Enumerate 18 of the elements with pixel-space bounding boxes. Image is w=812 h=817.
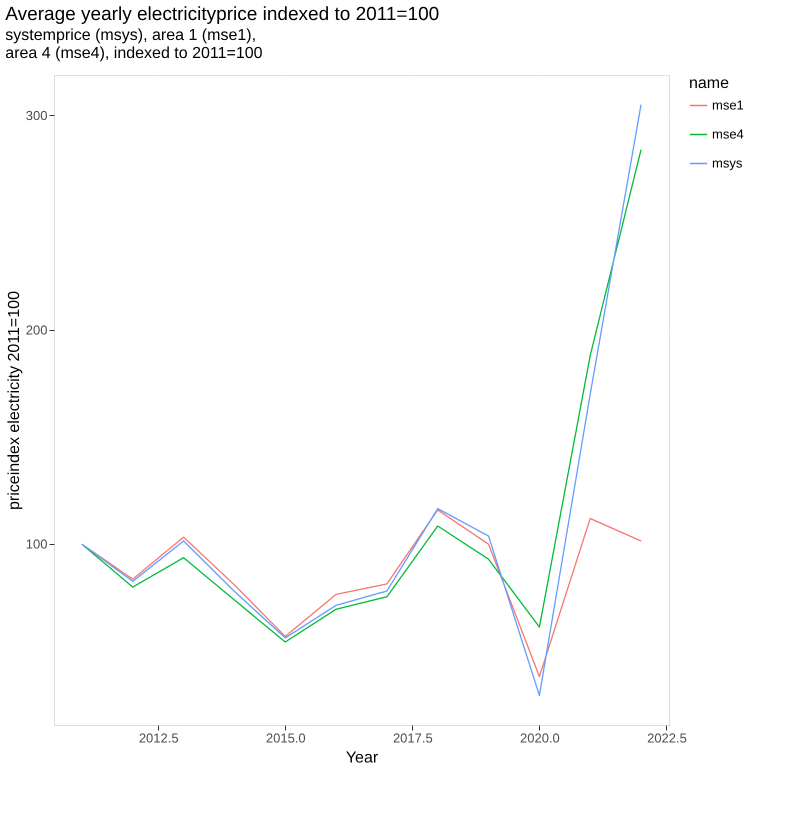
legend-label: mse1: [712, 98, 744, 112]
legend-label: mse4: [712, 126, 744, 142]
y-axis-title: priceindex electricity 2011=100: [6, 290, 23, 510]
x-tick-label: 2020.0: [520, 730, 560, 746]
line-series: [81, 104, 642, 696]
legend-title: name: [689, 75, 730, 92]
y-tick-label: 200: [26, 322, 48, 338]
x-axis-title: Year: [346, 750, 379, 766]
x-tick-label: 2017.5: [392, 730, 433, 746]
chart-subtitle: systemprice (msys), area 1 (mse1), area 4 (mse4), indexed to 2011=100: [5, 27, 263, 62]
line-series: [81, 148, 642, 643]
x-tick-label: 2012.5: [138, 730, 179, 746]
chart-title: Average yearly electricityprice indexed to 2011=100: [5, 4, 440, 25]
x-tick-label: 2022.5: [647, 730, 687, 746]
y-tick-label: 300: [26, 108, 48, 123]
y-tick-label: 100: [26, 536, 48, 552]
legend-label: msys: [712, 156, 743, 170]
x-tick-label: 2015.0: [266, 730, 306, 746]
